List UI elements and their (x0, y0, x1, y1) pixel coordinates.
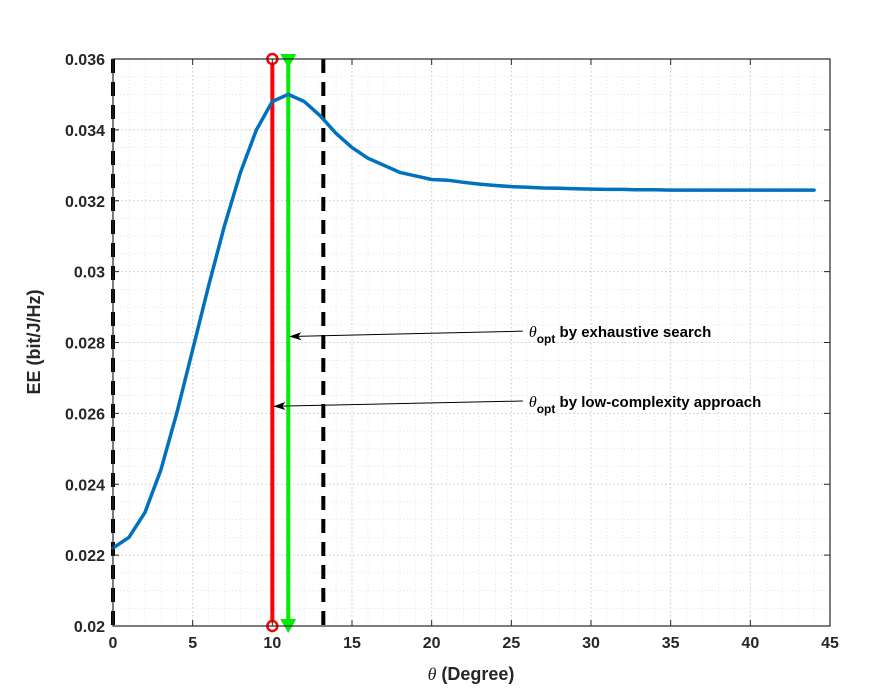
y-tick-label: 0.03 (74, 265, 105, 282)
ee-curve (111, 92, 816, 550)
annotation-symbol: θ (529, 324, 537, 341)
y-tick-label: 0.024 (65, 477, 105, 494)
annotation-arrow (289, 330, 523, 341)
x-axis-label: θ (Degree) (428, 664, 515, 684)
x-tick-label: 35 (662, 635, 680, 652)
annotation-symbol: θ (529, 394, 537, 411)
annotation-arrow (273, 400, 523, 411)
x-tick-label: 30 (582, 635, 600, 652)
y-tick-label: 0.02 (74, 619, 105, 636)
y-axis-label: EE (bit/J/Hz) (24, 289, 44, 394)
y-tick-label: 0.028 (65, 336, 105, 353)
x-tick-label: 0 (109, 635, 118, 652)
annotation-subscript: opt (537, 332, 556, 346)
x-tick-label: 10 (263, 635, 281, 652)
annotation-label: by low-complexity approach (555, 394, 761, 411)
annotation-label: by exhaustive search (555, 324, 711, 341)
x-tick-label: 20 (423, 635, 441, 652)
series-layer (111, 92, 816, 550)
annotation-text: θopt by low-complexity approach (529, 394, 761, 416)
y-tick-label: 0.026 (65, 406, 105, 423)
triangle-marker-top (280, 54, 297, 68)
y-tick-label: 0.034 (65, 123, 105, 140)
x-tick-label: 5 (188, 635, 197, 652)
y-tick-label: 0.032 (65, 194, 105, 211)
y-tick-label: 0.022 (65, 548, 105, 565)
x-tick-label: 15 (343, 635, 361, 652)
y-tick-label: 0.036 (65, 52, 105, 69)
x-tick-label: 45 (821, 635, 839, 652)
x-axis-label-symbol: θ (428, 664, 437, 684)
axis-ticks: 0 5 10 15 20 25 30 35 40 45 0.02 0.022 0.024 0.026 0.0… (65, 52, 839, 652)
annotation-text: θopt by exhaustive search (529, 324, 711, 346)
annotation-subscript: opt (537, 402, 556, 416)
x-axis-label-text: (Degree) (436, 664, 514, 684)
x-tick-label: 25 (502, 635, 520, 652)
x-tick-label: 40 (741, 635, 759, 652)
